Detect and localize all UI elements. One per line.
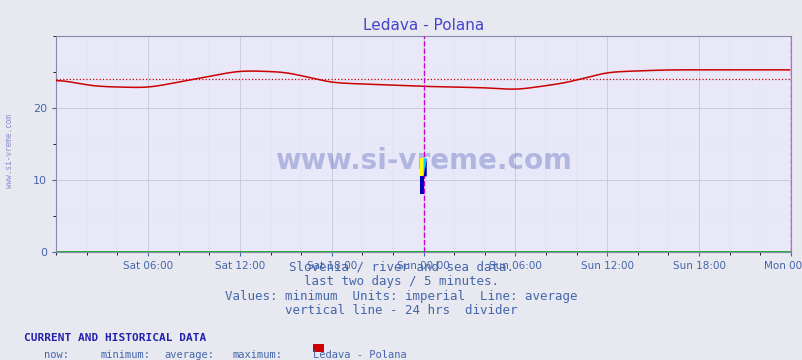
Bar xyxy=(420,176,423,194)
Text: vertical line - 24 hrs  divider: vertical line - 24 hrs divider xyxy=(285,304,517,317)
Title: Ledava - Polana: Ledava - Polana xyxy=(363,18,484,33)
Text: Values: minimum  Units: imperial  Line: average: Values: minimum Units: imperial Line: av… xyxy=(225,290,577,303)
Text: minimum:: minimum: xyxy=(100,350,150,360)
Text: now:: now: xyxy=(44,350,69,360)
Text: Ledava - Polana: Ledava - Polana xyxy=(313,350,407,360)
Text: maximum:: maximum: xyxy=(233,350,282,360)
Text: www.si-vreme.com: www.si-vreme.com xyxy=(5,114,14,188)
Text: www.si-vreme.com: www.si-vreme.com xyxy=(275,147,571,175)
Text: average:: average: xyxy=(164,350,214,360)
Bar xyxy=(420,158,423,176)
Polygon shape xyxy=(423,158,426,176)
Polygon shape xyxy=(423,158,426,176)
Text: Slovenia / river and sea data.: Slovenia / river and sea data. xyxy=(289,261,513,274)
Text: CURRENT AND HISTORICAL DATA: CURRENT AND HISTORICAL DATA xyxy=(24,333,206,343)
Text: last two days / 5 minutes.: last two days / 5 minutes. xyxy=(304,275,498,288)
